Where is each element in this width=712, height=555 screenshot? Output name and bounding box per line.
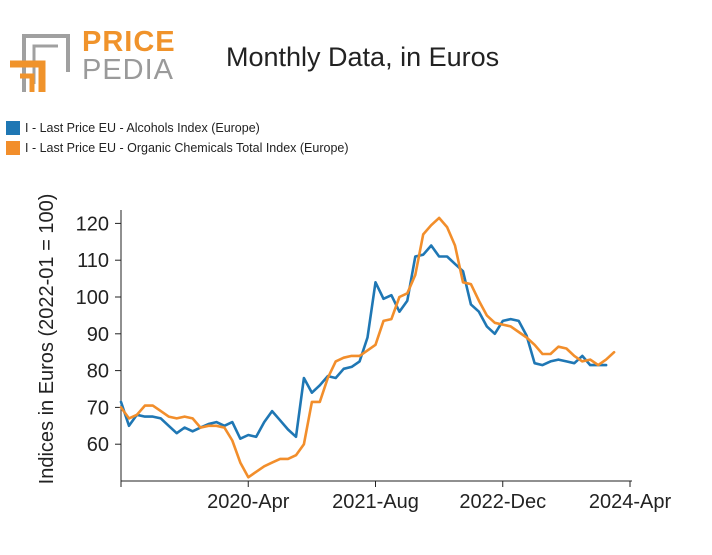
x-tick-label: 2020-Apr [207, 491, 290, 513]
series-line-organic-chemicals [119, 216, 616, 479]
x-tick-label: 2022-Dec [459, 491, 546, 513]
chart-title: Monthly Data, in Euros [226, 42, 500, 72]
legend-label-alcohols: I - Last Price EU - Alcohols Index (Euro… [25, 121, 260, 135]
y-tick-label: 60 [87, 434, 109, 456]
x-tick-label: 2021-Aug [332, 491, 419, 513]
y-tick-label: 70 [87, 397, 109, 419]
logo-price-text: PRICE [82, 26, 176, 58]
y-tick-label: 80 [87, 361, 109, 383]
logo-pedia-text: PEDIA [82, 54, 175, 86]
pricepedia-logo: PRICE PEDIA [6, 24, 175, 94]
legend-swatch-organic-chemicals [6, 141, 20, 155]
chart-legend: I - Last Price EU - Alcohols Index (Euro… [6, 118, 349, 158]
x-tick-label: 2024-Apr [589, 491, 672, 513]
legend-label-organic-chemicals: I - Last Price EU - Organic Chemicals To… [25, 141, 349, 155]
legend-swatch-alcohols [6, 121, 20, 135]
y-tick-label: 90 [87, 324, 109, 346]
y-tick-label: 100 [76, 287, 109, 309]
legend-item-alcohols[interactable]: I - Last Price EU - Alcohols Index (Euro… [6, 118, 349, 138]
y-axis-label: Indices in Euros (2022-01 = 100) [36, 194, 58, 485]
y-tick-label: 110 [77, 250, 109, 272]
legend-item-organic-chemicals[interactable]: I - Last Price EU - Organic Chemicals To… [6, 138, 349, 158]
pricepedia-logo-icon [10, 34, 70, 92]
y-tick-label: 120 [76, 213, 109, 235]
